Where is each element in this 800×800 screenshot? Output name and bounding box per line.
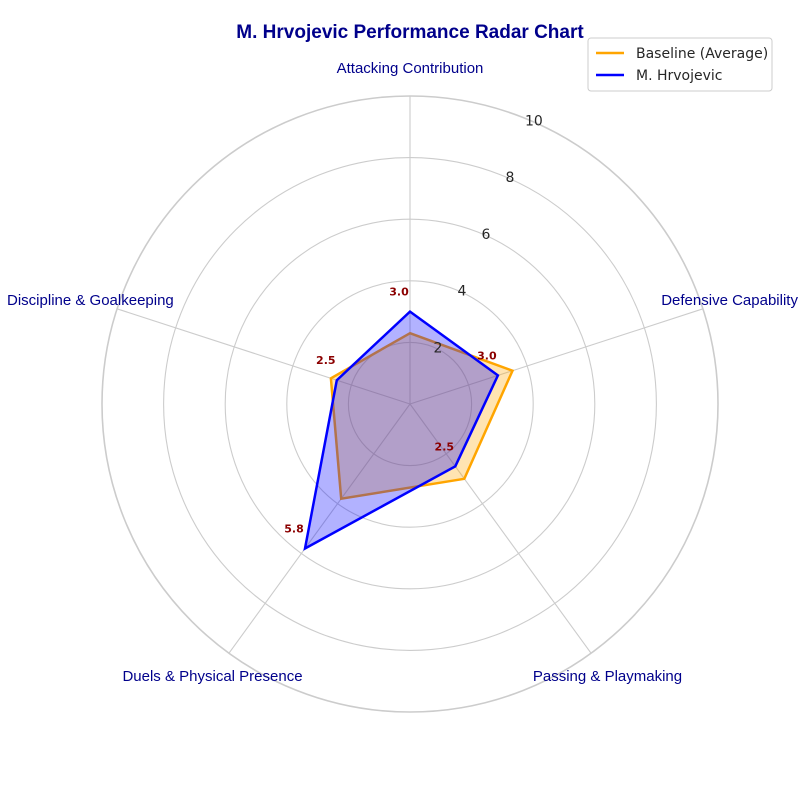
- radial-tick-6: 6: [482, 227, 491, 243]
- data-label-2: 2.5: [435, 440, 455, 453]
- axis-label-0: Attacking Contribution: [337, 60, 484, 77]
- legend: Baseline (Average) M. Hrvojevic: [587, 37, 773, 92]
- legend-box: [587, 37, 773, 92]
- axis-label-3: Duels & Physical Presence: [122, 668, 302, 685]
- grid-spoke-1: [409, 308, 704, 405]
- legend-label-player: M. Hrvojevic: [636, 68, 723, 84]
- grid-spoke-4: [116, 308, 411, 405]
- grid-spoke-3: [228, 403, 411, 654]
- legend-label-baseline: Baseline (Average): [636, 46, 768, 62]
- grid-spoke-2: [409, 403, 592, 654]
- radial-tick-labels: 2 4 6 8 10: [434, 113, 543, 356]
- data-label-1: 3.0: [477, 349, 497, 362]
- radial-tick-10: 10: [525, 113, 543, 129]
- axis-labels: Attacking Contribution Defensive Capabili…: [7, 60, 798, 685]
- radial-tick-4: 4: [458, 284, 467, 300]
- series-area-1: [303, 309, 500, 551]
- data-label-3: 5.8: [284, 523, 304, 536]
- radial-tick-2: 2: [434, 340, 443, 356]
- chart-title: M. Hrvojevic Performance Radar Chart: [236, 22, 584, 43]
- radial-tick-8: 8: [506, 170, 515, 186]
- axis-label-2: Passing & Playmaking: [533, 668, 682, 685]
- data-label-4: 2.5: [316, 354, 336, 367]
- series-area-0: [329, 331, 515, 501]
- radar-grid: [101, 95, 719, 713]
- axis-label-4: Discipline & Goalkeeping: [7, 292, 174, 309]
- data-labels: 3.0 3.0 2.5 5.8 2.5: [284, 286, 497, 536]
- data-label-0: 3.0: [389, 286, 409, 299]
- axis-label-1: Defensive Capability: [661, 292, 798, 309]
- radar-series: [303, 309, 515, 551]
